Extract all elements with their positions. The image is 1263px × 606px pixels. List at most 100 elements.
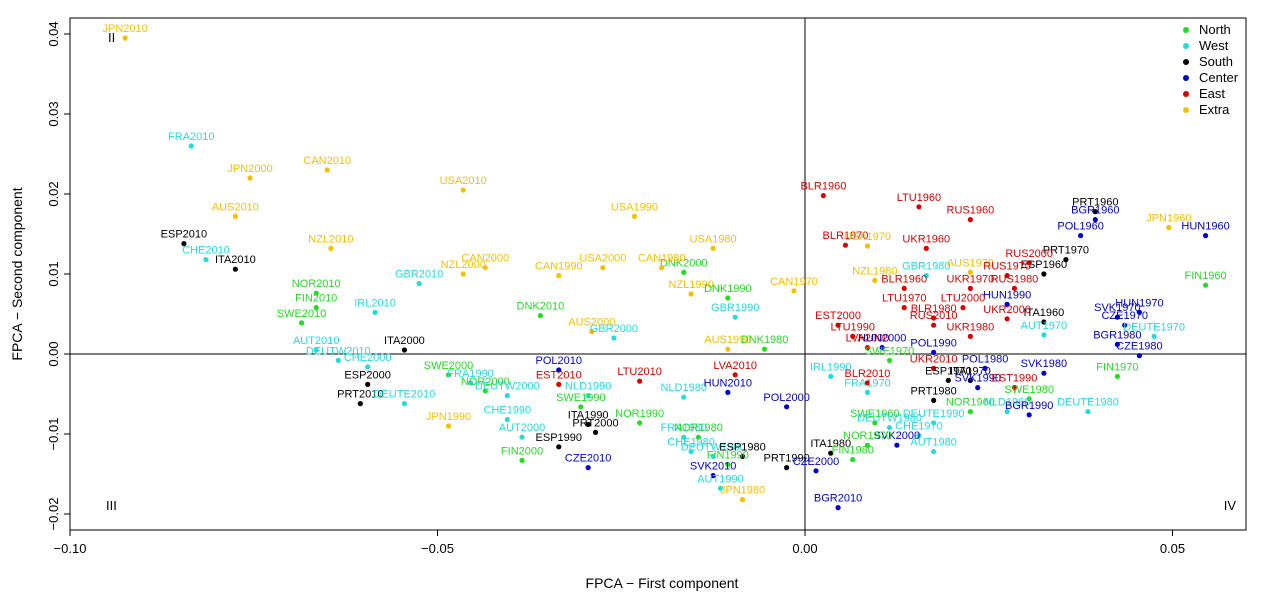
point-label: ESP2010 bbox=[161, 229, 207, 241]
data-point bbox=[460, 187, 466, 193]
point-label: JPN2010 bbox=[102, 23, 147, 35]
point-label: BLR1960 bbox=[800, 181, 846, 193]
data-point bbox=[578, 404, 584, 410]
point-label: FIN2000 bbox=[501, 445, 543, 457]
point-label: USA1990 bbox=[611, 201, 658, 213]
data-point bbox=[585, 421, 591, 427]
point-label: ITA1960 bbox=[1023, 307, 1064, 319]
point-label: LTU1970 bbox=[882, 293, 926, 305]
point-label: IRL2010 bbox=[354, 297, 396, 309]
point-label: AUT2000 bbox=[499, 422, 545, 434]
point-label: EST1990 bbox=[992, 373, 1038, 385]
point-label: AUT1980 bbox=[910, 437, 956, 449]
point-label: ESP2000 bbox=[344, 369, 390, 381]
point-label: RUS1970 bbox=[983, 261, 1031, 273]
point-label: SWE2010 bbox=[277, 308, 327, 320]
point-label: PRT1970 bbox=[1043, 245, 1089, 257]
legend-swatch bbox=[1183, 43, 1189, 49]
data-point bbox=[828, 373, 834, 379]
quadrant-label: IV bbox=[1224, 498, 1237, 513]
point-label: USA1970 bbox=[844, 231, 891, 243]
point-label: FRA1970 bbox=[844, 377, 890, 389]
point-label: FIN1960 bbox=[1184, 270, 1226, 282]
point-label: PRT1980 bbox=[910, 385, 956, 397]
data-point bbox=[1151, 333, 1157, 339]
data-point bbox=[1004, 273, 1010, 279]
data-point bbox=[1078, 233, 1084, 239]
point-label: CAN1990 bbox=[535, 261, 583, 273]
data-point bbox=[923, 273, 929, 279]
y-tick-label: 0.02 bbox=[46, 181, 61, 206]
point-label: CAN1980 bbox=[638, 253, 686, 265]
point-label: AUS1990 bbox=[704, 334, 751, 346]
data-point bbox=[681, 394, 687, 400]
legend-label: South bbox=[1199, 54, 1233, 69]
point-label: POL1980 bbox=[962, 353, 1008, 365]
point-label: CHE2010 bbox=[182, 245, 230, 257]
data-point bbox=[537, 313, 544, 319]
data-point bbox=[556, 444, 562, 450]
data-point bbox=[931, 315, 937, 321]
data-point bbox=[1026, 260, 1032, 266]
point-label: USA1980 bbox=[690, 233, 737, 245]
data-point bbox=[1136, 309, 1143, 315]
data-point bbox=[982, 365, 988, 371]
data-point bbox=[365, 381, 371, 387]
data-point bbox=[467, 380, 474, 386]
point-label: LTU1990 bbox=[831, 321, 875, 333]
point-label: HUN1960 bbox=[1181, 221, 1229, 233]
reference-lines bbox=[70, 18, 1246, 530]
data-point bbox=[681, 269, 687, 275]
y-tick-label: 0.03 bbox=[46, 101, 61, 126]
y-tick-label: −0.02 bbox=[46, 498, 61, 531]
quadrant-label: II bbox=[108, 30, 115, 45]
data-point bbox=[313, 305, 319, 311]
point-label: PRT1990 bbox=[763, 453, 809, 465]
data-point bbox=[1004, 316, 1010, 322]
data-point bbox=[1011, 385, 1018, 391]
data-point bbox=[298, 320, 305, 326]
point-label: NLD1990 bbox=[565, 381, 611, 393]
data-point bbox=[945, 377, 951, 383]
point-label: AUT1990 bbox=[697, 473, 743, 485]
data-point bbox=[600, 265, 606, 271]
data-point bbox=[732, 372, 738, 378]
point-label: FRA2010 bbox=[168, 131, 214, 143]
point-label: RUS1960 bbox=[947, 205, 995, 217]
legend-label: Extra bbox=[1199, 102, 1230, 117]
point-label: JPN1980 bbox=[720, 485, 765, 497]
legend-swatch bbox=[1183, 75, 1189, 81]
data-point bbox=[967, 269, 973, 275]
legend-label: Center bbox=[1199, 70, 1239, 85]
point-label: AUS2000 bbox=[568, 317, 615, 329]
point-label: ITA1980 bbox=[810, 438, 851, 450]
point-label: CZE2000 bbox=[793, 456, 839, 468]
y-axis: −0.02 −0.01 0.00 0.01 0.02 0.03 0.04 bbox=[46, 21, 70, 530]
point-label: RUS2010 bbox=[910, 310, 958, 322]
point-label: BGR2010 bbox=[814, 493, 862, 505]
point-label: BLR2010 bbox=[845, 368, 891, 380]
y-tick-label: 0.00 bbox=[46, 341, 61, 366]
data-point bbox=[695, 434, 702, 440]
data-point bbox=[967, 409, 973, 415]
data-point bbox=[1026, 396, 1032, 402]
point-label: CZE1980 bbox=[1116, 341, 1162, 353]
data-point bbox=[813, 468, 819, 474]
point-label: ESP1970 bbox=[925, 365, 971, 377]
data-point bbox=[835, 322, 841, 328]
data-point bbox=[482, 265, 488, 271]
point-label: JPN2000 bbox=[227, 163, 272, 175]
point-label: IRL1990 bbox=[810, 361, 852, 373]
data-point bbox=[247, 175, 253, 181]
point-label: DNK1980 bbox=[741, 334, 789, 346]
y-tick-label: 0.04 bbox=[46, 21, 61, 46]
data-point bbox=[864, 243, 871, 249]
data-point bbox=[1041, 332, 1047, 338]
data-point bbox=[1011, 285, 1018, 291]
point-label: SVK2000 bbox=[874, 430, 920, 442]
y-axis-title: FPCA − Second component bbox=[9, 187, 25, 360]
point-label: DEUTW1980 bbox=[681, 441, 746, 453]
point-label: UKR2000 bbox=[983, 304, 1031, 316]
data-point bbox=[372, 309, 378, 315]
